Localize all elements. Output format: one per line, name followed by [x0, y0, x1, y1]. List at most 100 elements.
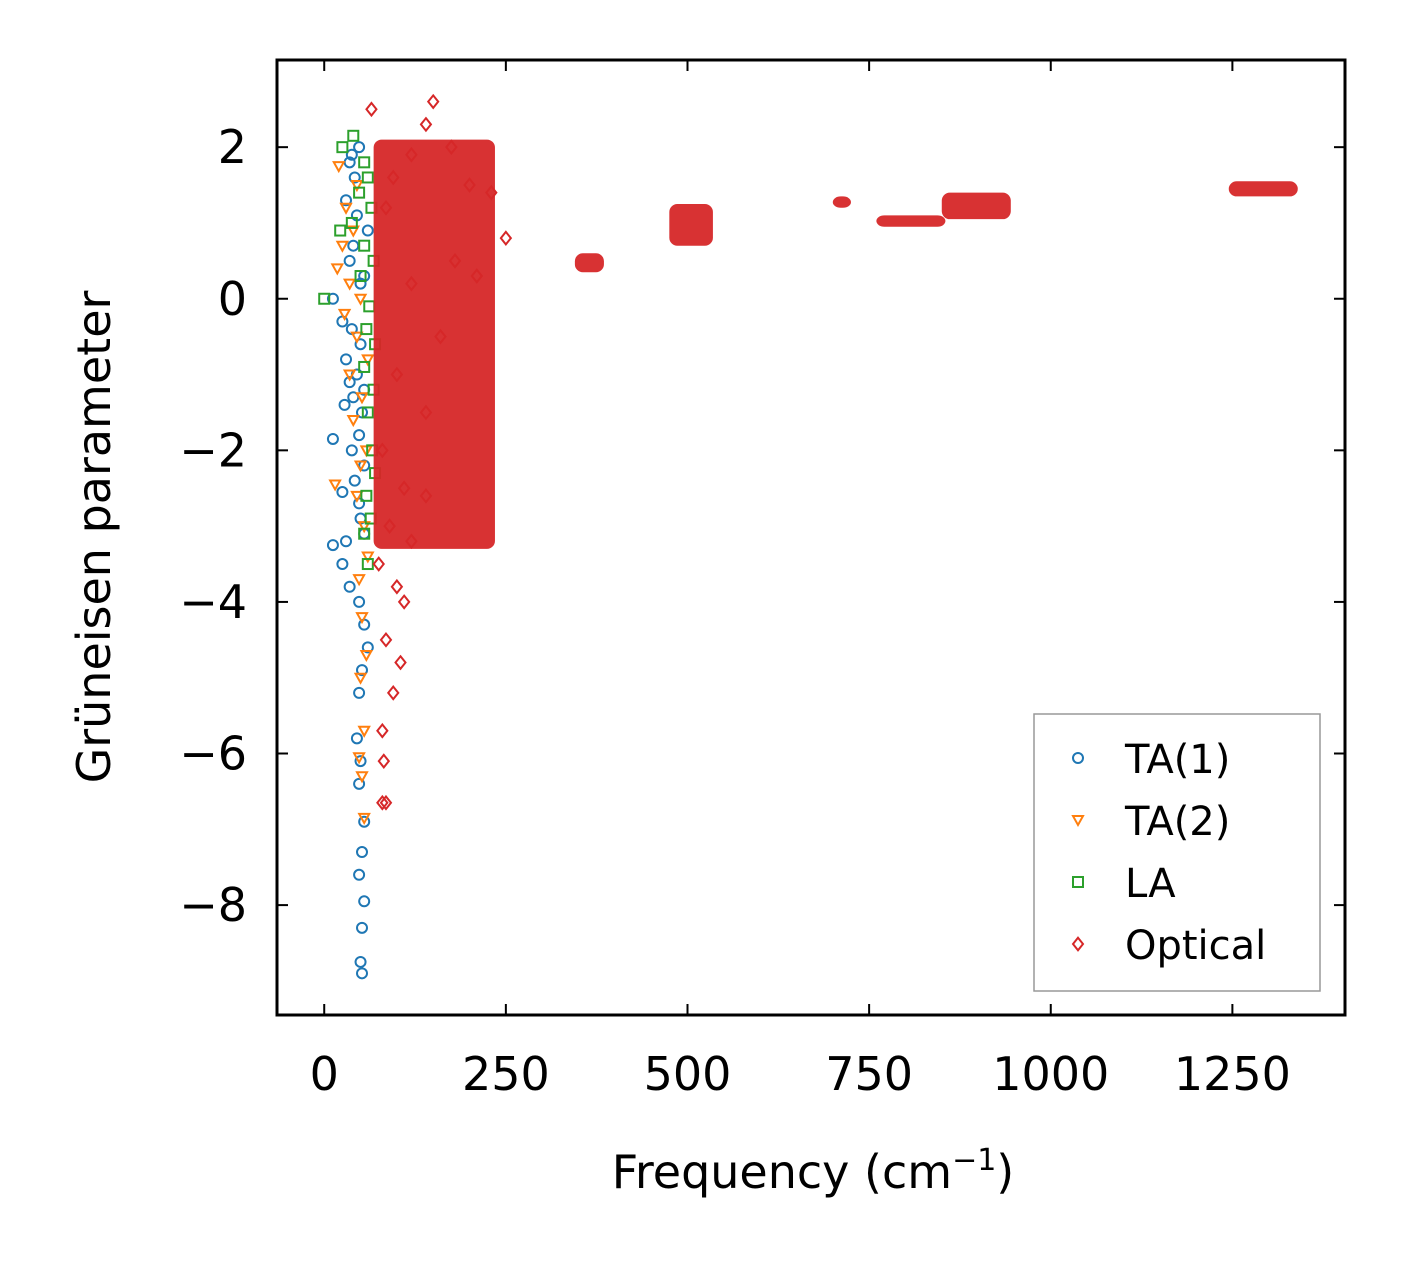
axis-ticks: 0 250 500 750 1000 1250 2 0 −2 −4 −6 −8 — [179, 60, 1345, 1101]
data-point — [376, 794, 389, 811]
y-tick-label: −8 — [179, 878, 247, 932]
series-ta-1- — [326, 141, 374, 980]
data-point — [353, 595, 366, 608]
data-point — [355, 771, 369, 784]
data-point — [343, 580, 356, 593]
data-point — [340, 353, 353, 366]
data-point — [358, 895, 371, 908]
data-point — [358, 239, 371, 252]
data-point — [405, 533, 418, 550]
x-tick-label: 0 — [310, 1047, 339, 1101]
data-point — [376, 442, 389, 459]
data-point — [365, 101, 378, 118]
data-point — [463, 177, 476, 193]
optical-cluster — [574, 253, 604, 273]
data-point — [353, 868, 366, 881]
data-point — [353, 777, 366, 790]
x-tick-label: 1250 — [1174, 1047, 1291, 1101]
data-point — [340, 535, 353, 548]
data-point — [355, 392, 369, 405]
data-point — [357, 812, 371, 825]
data-point — [499, 230, 513, 246]
data-point — [339, 202, 353, 215]
data-marks — [318, 93, 1298, 980]
data-point — [355, 612, 369, 625]
data-point — [352, 752, 366, 765]
data-point — [386, 685, 400, 701]
data-point — [358, 527, 371, 540]
y-tick-label: 0 — [218, 272, 247, 326]
legend-marker — [1072, 876, 1084, 888]
data-point — [426, 93, 440, 110]
y-axis-title: Grüneisen parameter — [67, 290, 121, 783]
legend-marker — [1072, 752, 1084, 764]
data-point — [330, 263, 345, 276]
data-point — [353, 429, 366, 442]
legend-marker — [1071, 815, 1085, 828]
data-point — [358, 360, 371, 373]
data-point — [346, 225, 360, 238]
data-point — [419, 487, 433, 504]
data-point — [372, 556, 385, 572]
data-point — [379, 199, 393, 216]
data-point — [353, 293, 368, 306]
data-point — [397, 480, 411, 497]
data-point — [353, 672, 368, 685]
y-tick-label: −2 — [179, 423, 247, 477]
data-point — [485, 184, 498, 201]
data-point — [343, 254, 356, 267]
legend: TA(1) TA(2) LA Optical — [1033, 713, 1321, 992]
data-point — [361, 641, 374, 654]
data-point — [336, 141, 349, 154]
data-point — [350, 490, 364, 503]
legend-marker — [1071, 936, 1085, 952]
data-point — [354, 277, 367, 290]
data-point — [390, 578, 404, 595]
data-point — [354, 955, 367, 968]
data-point — [361, 224, 374, 237]
data-point — [345, 148, 358, 161]
data-point — [342, 369, 357, 382]
data-point — [340, 194, 353, 207]
plot-frame — [275, 58, 1347, 1017]
legend-label: LA — [1125, 861, 1176, 907]
data-point — [356, 967, 369, 980]
data-point — [361, 551, 375, 564]
data-point — [470, 268, 484, 284]
data-point — [357, 521, 371, 534]
data-point — [356, 846, 369, 859]
data-point — [383, 518, 396, 534]
optical-cluster — [1228, 181, 1298, 197]
data-point — [397, 594, 411, 610]
data-point — [350, 732, 363, 745]
legend-label: Optical — [1125, 923, 1266, 969]
data-point — [326, 539, 339, 552]
data-point — [328, 479, 342, 492]
legend-label: TA(1) — [1124, 737, 1230, 783]
optical-cluster — [373, 139, 495, 549]
y-tick-label: 2 — [218, 120, 247, 174]
data-point — [377, 753, 391, 769]
y-tick-label: −6 — [179, 727, 247, 781]
series-optical — [365, 93, 1298, 811]
data-point — [346, 415, 360, 428]
data-point — [376, 722, 389, 739]
data-point — [358, 156, 371, 169]
data-point — [379, 794, 393, 811]
data-point — [350, 331, 364, 344]
data-point — [342, 278, 357, 291]
data-point — [354, 755, 367, 768]
optical-cluster — [876, 215, 946, 227]
data-point — [356, 921, 369, 934]
data-point — [353, 460, 368, 473]
data-point — [356, 664, 369, 677]
data-point — [334, 224, 347, 237]
data-point — [345, 216, 358, 229]
data-point — [336, 486, 349, 499]
data-point — [394, 654, 407, 671]
data-point — [386, 169, 400, 186]
data-point — [352, 574, 366, 587]
data-point — [347, 129, 360, 142]
x-axis-title: Frequency (cm−1) — [612, 1143, 1015, 1199]
